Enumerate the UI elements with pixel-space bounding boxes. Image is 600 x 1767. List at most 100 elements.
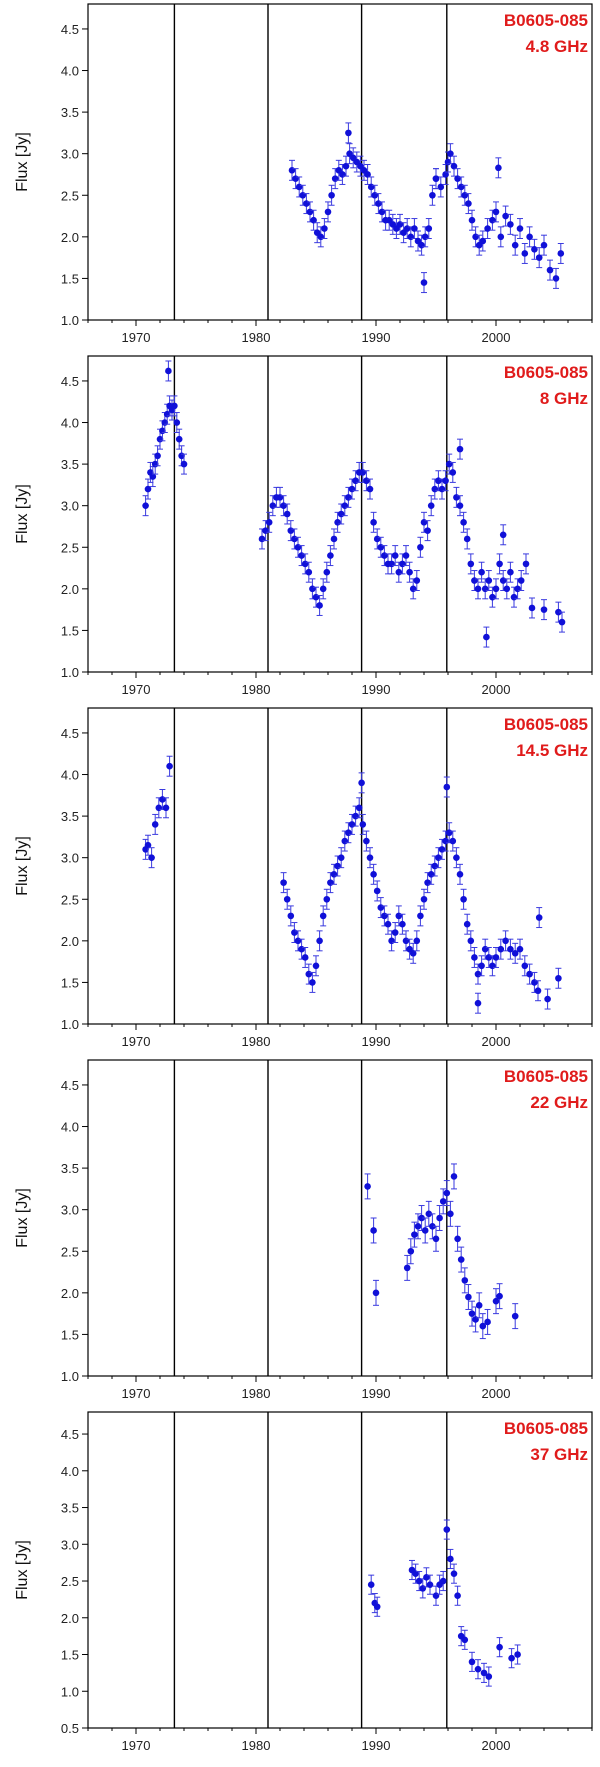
data-point xyxy=(420,272,428,294)
data-point xyxy=(437,176,445,198)
point-marker xyxy=(445,460,453,468)
data-point xyxy=(337,847,345,869)
point-marker xyxy=(508,1654,515,1662)
data-point xyxy=(429,184,436,206)
point-marker xyxy=(479,237,487,245)
point-marker xyxy=(406,568,413,576)
point-marker xyxy=(358,779,365,787)
point-marker xyxy=(359,821,367,828)
x-tick-label: 1980 xyxy=(242,330,271,345)
y-tick-label: 1.0 xyxy=(61,665,79,680)
point-marker xyxy=(463,535,471,543)
point-marker xyxy=(388,937,395,945)
point-marker xyxy=(453,854,460,861)
point-marker xyxy=(514,1651,521,1658)
x-tick-label: 2000 xyxy=(482,1386,511,1401)
point-marker xyxy=(388,560,395,568)
point-marker xyxy=(474,970,482,978)
point-marker xyxy=(507,221,514,228)
data-point xyxy=(413,930,421,952)
data-point xyxy=(418,1205,425,1231)
y-tick-label: 2.0 xyxy=(61,582,79,597)
point-marker xyxy=(373,535,381,543)
data-point xyxy=(309,578,316,600)
point-marker xyxy=(173,419,181,426)
point-marker xyxy=(330,871,338,878)
point-marker xyxy=(425,1210,433,1218)
point-marker xyxy=(299,191,307,199)
data-point xyxy=(511,942,519,964)
point-marker xyxy=(431,862,439,870)
point-marker xyxy=(453,494,460,501)
point-marker xyxy=(435,477,442,485)
point-marker xyxy=(370,1227,377,1234)
point-marker xyxy=(507,568,514,576)
data-point xyxy=(432,1585,440,1606)
panel-title: B0605-085 xyxy=(504,1067,588,1086)
y-tick-label: 4.0 xyxy=(61,1464,79,1479)
data-point xyxy=(443,776,451,798)
point-marker xyxy=(517,577,525,584)
point-marker xyxy=(377,543,385,551)
y-tick-label: 1.0 xyxy=(61,313,79,328)
y-tick-label: 1.0 xyxy=(61,1684,79,1699)
point-marker xyxy=(294,543,302,551)
point-marker xyxy=(555,974,562,982)
point-marker xyxy=(384,920,392,928)
point-marker xyxy=(348,821,356,828)
point-marker xyxy=(481,945,489,953)
y-tick-label: 4.5 xyxy=(61,1078,79,1093)
data-point xyxy=(399,913,406,935)
point-marker xyxy=(345,829,352,837)
data-point xyxy=(316,594,323,616)
point-marker xyxy=(531,979,538,986)
x-tick-label: 1970 xyxy=(122,682,151,697)
x-tick-label: 1980 xyxy=(242,682,271,697)
point-marker xyxy=(496,1643,503,1651)
data-point xyxy=(319,578,327,600)
point-marker xyxy=(151,821,159,828)
y-tick-label: 3.0 xyxy=(61,147,79,162)
data-point xyxy=(429,1213,436,1240)
y-tick-label: 2.0 xyxy=(61,1286,79,1301)
data-point xyxy=(328,184,335,206)
x-tick-label: 1980 xyxy=(242,1034,271,1049)
point-marker xyxy=(499,577,507,584)
data-point xyxy=(412,1563,419,1584)
point-marker xyxy=(419,1585,427,1592)
y-tick-label: 3.5 xyxy=(61,105,79,120)
data-point xyxy=(151,813,159,835)
data-point xyxy=(427,495,435,517)
point-marker xyxy=(334,862,341,870)
data-point xyxy=(496,1283,503,1310)
point-marker xyxy=(489,593,496,601)
point-marker xyxy=(483,633,490,641)
data-point xyxy=(280,872,287,894)
y-axis-label: Flux [Jy] xyxy=(14,1540,31,1600)
point-marker xyxy=(310,216,317,224)
point-marker xyxy=(511,1312,519,1320)
y-tick-label: 0.5 xyxy=(61,1721,79,1736)
point-marker xyxy=(366,485,374,493)
point-marker xyxy=(283,895,291,903)
point-marker xyxy=(372,1289,380,1297)
point-marker xyxy=(443,783,451,791)
plot-frame xyxy=(87,1059,593,1377)
data-point xyxy=(492,578,500,600)
data-point xyxy=(409,578,417,600)
point-marker xyxy=(514,585,521,593)
data-point xyxy=(460,888,467,910)
point-marker xyxy=(492,1297,500,1305)
point-marker xyxy=(316,602,323,609)
point-marker xyxy=(502,937,509,945)
point-marker xyxy=(319,912,327,920)
y-tick-label: 1.5 xyxy=(61,271,79,286)
y-tick-label: 3.5 xyxy=(61,1161,79,1176)
data-point xyxy=(309,971,316,993)
data-point xyxy=(316,930,323,952)
point-marker xyxy=(432,1592,440,1600)
point-marker xyxy=(142,502,149,509)
point-marker xyxy=(294,937,302,945)
point-marker xyxy=(429,1223,436,1230)
